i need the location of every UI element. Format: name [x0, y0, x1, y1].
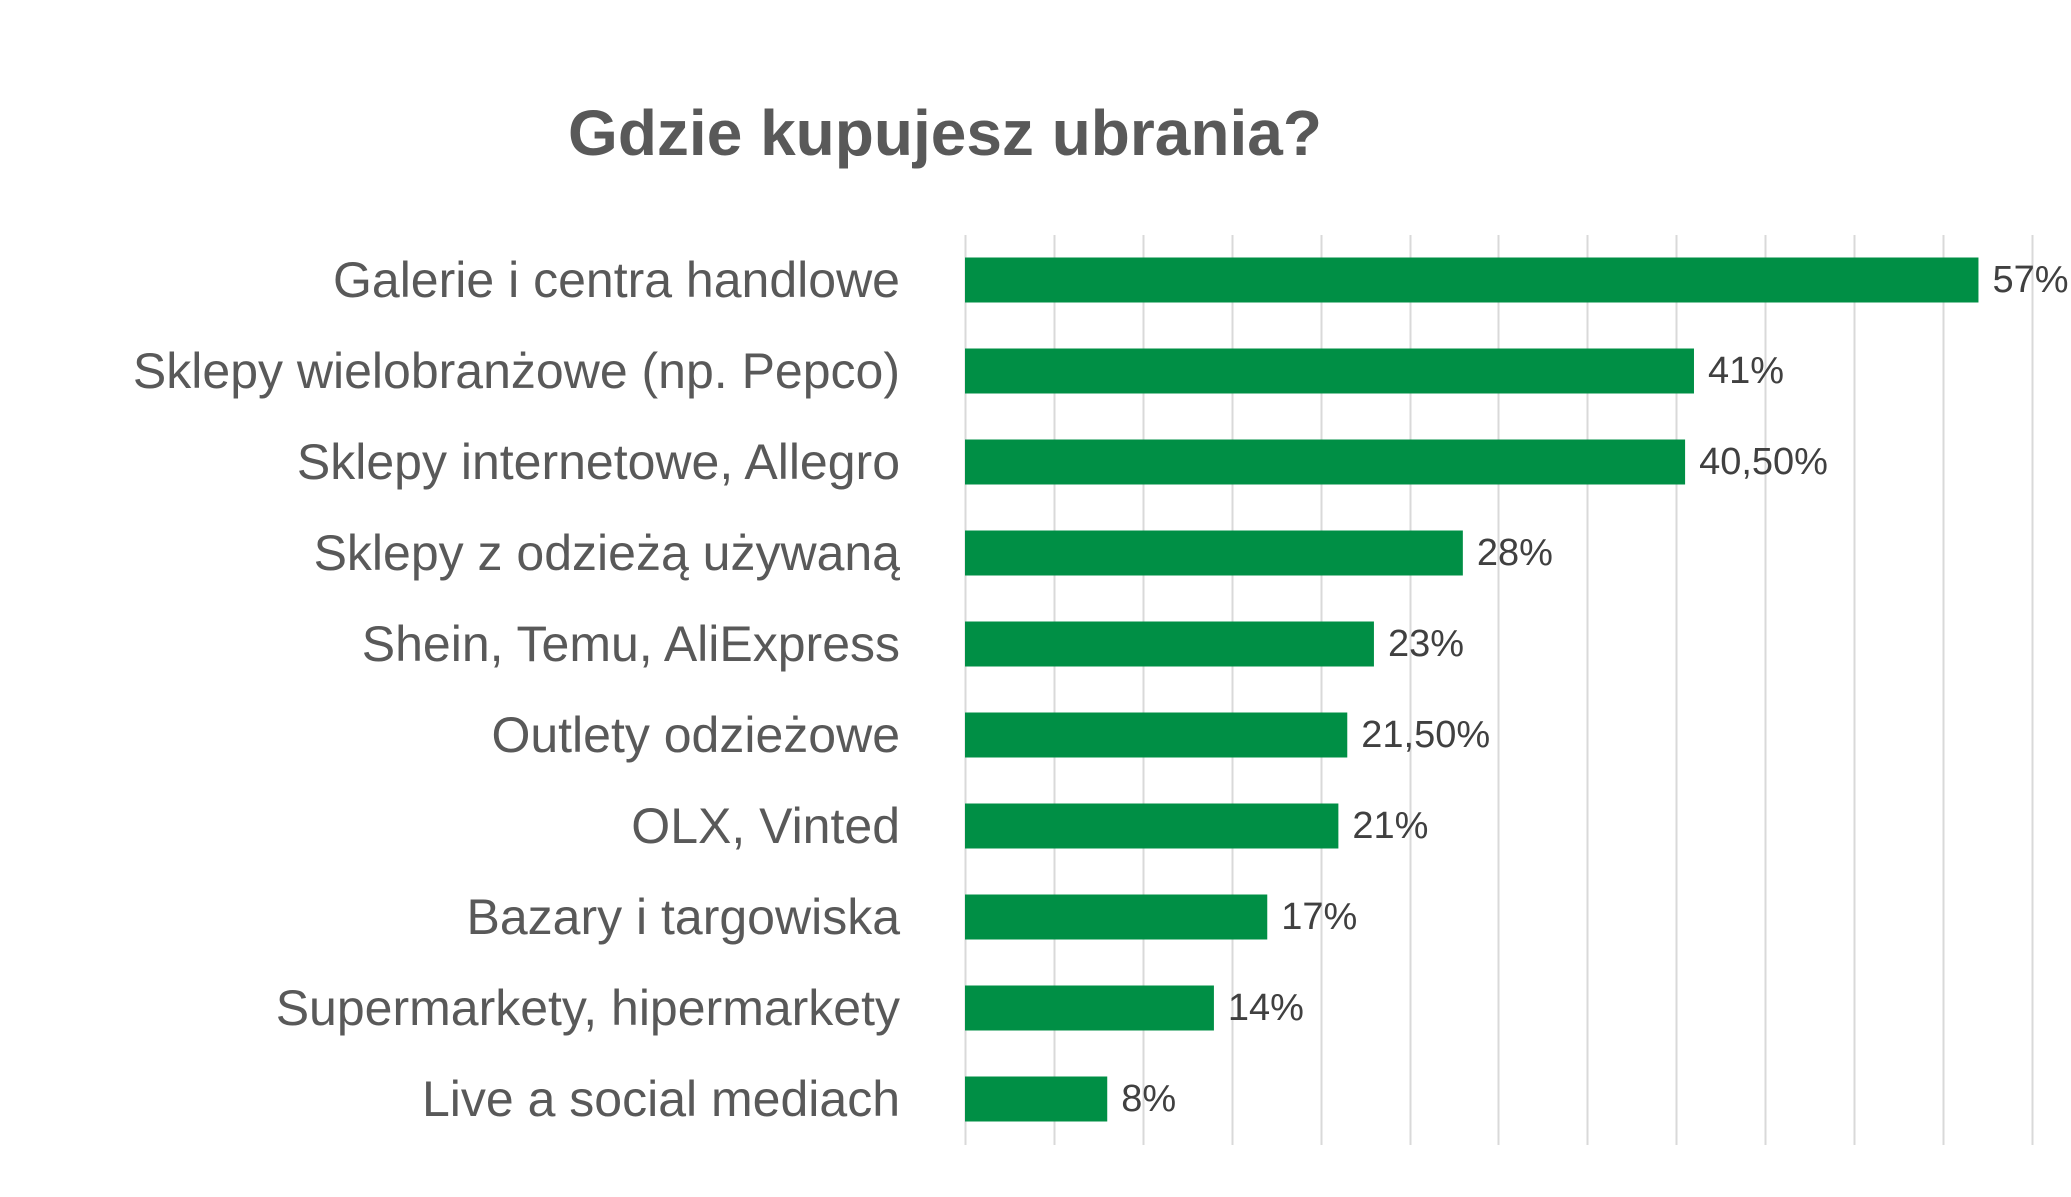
- data-label: 17%: [1281, 896, 1357, 938]
- category-label: Shein, Temu, AliExpress: [362, 616, 900, 672]
- data-label: 57%: [1992, 259, 2068, 301]
- bar: [965, 712, 1348, 758]
- category-label: Bazary i targowiska: [467, 889, 901, 945]
- bar: [965, 348, 1694, 394]
- category-label: Live a social mediach: [422, 1071, 900, 1127]
- bar: [965, 621, 1374, 667]
- bar: [965, 894, 1268, 940]
- bar: [965, 803, 1339, 849]
- data-label: 21%: [1352, 805, 1428, 847]
- category-label: Sklepy z odzieżą używaną: [314, 525, 901, 581]
- data-label: 28%: [1477, 532, 1553, 574]
- chart-title: Gdzie kupujesz ubrania?: [568, 97, 1322, 169]
- data-label: 23%: [1388, 623, 1464, 665]
- category-label: Outlety odzieżowe: [491, 707, 900, 763]
- data-label: 40,50%: [1699, 441, 1828, 483]
- bar: [965, 257, 1979, 303]
- bar: [965, 1076, 1108, 1122]
- data-label: 21,50%: [1361, 714, 1490, 756]
- bars: [965, 257, 1979, 1122]
- data-label: 41%: [1708, 350, 1784, 392]
- category-label: Sklepy internetowe, Allegro: [297, 434, 900, 490]
- bar: [965, 439, 1686, 485]
- category-label: OLX, Vinted: [631, 798, 900, 854]
- data-label: 8%: [1121, 1078, 1176, 1120]
- bar: [965, 530, 1463, 576]
- data-label: 14%: [1228, 987, 1304, 1029]
- category-label: Galerie i centra handlowe: [333, 252, 900, 308]
- category-label: Sklepy wielobranżowe (np. Pepco): [133, 343, 900, 399]
- bar: [965, 985, 1214, 1031]
- category-label: Supermarkety, hipermarkety: [276, 980, 900, 1036]
